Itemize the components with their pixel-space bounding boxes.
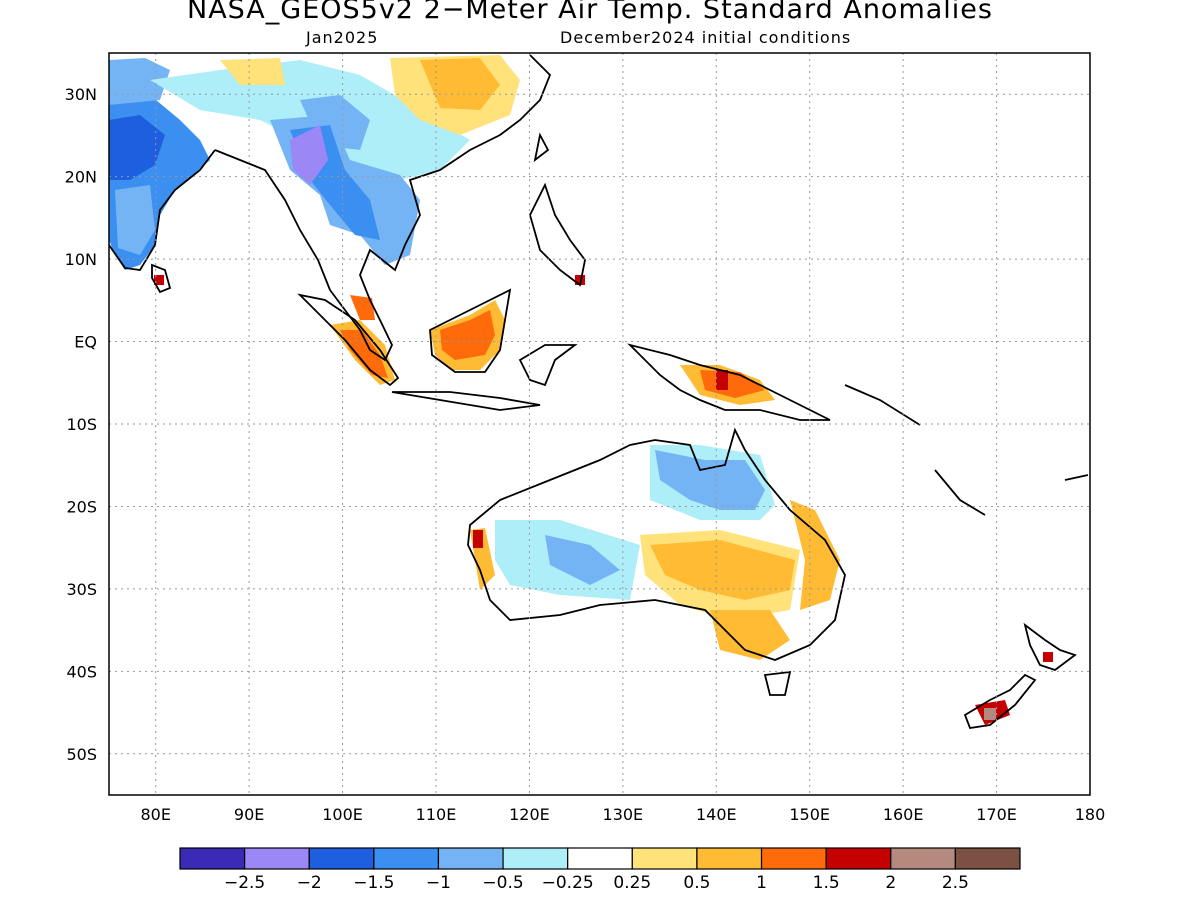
anomaly-sumatra-hot (340, 330, 388, 378)
lon-tick-160E: 160E (883, 805, 924, 824)
anomaly-australia-southeast-warm (650, 540, 795, 600)
colorbar-label: 1 (756, 873, 767, 893)
forecast-month: Jan2025 (306, 28, 379, 47)
coast-new-zealand-north (1023, 622, 1077, 672)
colorbar-swatch (437, 847, 504, 870)
coast-sulawesi (518, 344, 578, 387)
initial-conditions: December2024 initial conditions (560, 28, 852, 47)
anomaly-north-china-warm (420, 58, 500, 110)
coast-malay-peninsula (329, 54, 552, 362)
coast-vanuatu (934, 469, 986, 516)
coast-taiwan (533, 132, 550, 163)
anomaly-sri-lanka (154, 275, 164, 285)
coast-solomon-islands (844, 384, 921, 426)
colorbar-swatch (244, 847, 310, 870)
colorbar-label: −0.25 (542, 873, 594, 893)
lon-tick-110E: 110E (416, 805, 457, 824)
lat-tick-EQ: EQ (74, 333, 97, 352)
colorbar-swatch (696, 847, 763, 870)
colorbar-swatch (567, 847, 633, 870)
colorbar-swatch (502, 847, 569, 870)
anomaly-australia-west-peak (473, 530, 483, 548)
lat-tick-20N: 20N (65, 168, 97, 187)
lat-tick-30S: 30S (66, 580, 97, 599)
colorbar: −2.5 −2 −1.5 −1 −0.5 −0.25 0.25 0.5 1 1.5 2 2.5 (179, 847, 1021, 893)
coast-australia (467, 427, 846, 661)
colorbar-label: −1.5 (353, 873, 394, 893)
lat-tick-40S: 40S (66, 662, 97, 681)
anomaly-borneo-hot (440, 310, 495, 360)
colorbar-label: −2 (297, 873, 322, 893)
anomaly-india-edge (109, 58, 170, 105)
lat-tick-20S: 20S (66, 497, 97, 516)
lon-tick-90E: 90E (234, 805, 264, 824)
lat-tick-30N: 30N (65, 85, 97, 104)
anomaly-myanmar (290, 125, 328, 185)
anomaly-new-zealand-peak (984, 708, 996, 720)
lon-tick-150E: 150E (789, 805, 830, 824)
colorbar-label: 0.5 (683, 873, 710, 893)
anomaly-australia-north-cool (655, 450, 765, 510)
colorbar-swatch (179, 847, 246, 870)
colorbar-swatch (825, 847, 892, 870)
lat-tick-10N: 10N (65, 250, 97, 269)
colorbar-label: 2.5 (942, 873, 969, 893)
lon-tick-labels: 80E 90E 100E 110E 120E 130E 140E 150E 160E 170E 18… (140, 805, 1105, 824)
plot-frame (108, 52, 1091, 796)
lon-tick-100E: 100E (322, 805, 363, 824)
lon-tick-130E: 130E (603, 805, 644, 824)
coast-india (109, 149, 216, 271)
anomaly-new-zealand-north (1043, 652, 1053, 662)
lon-tick-180: 180 (1075, 805, 1106, 824)
anomaly-philippines (575, 275, 585, 285)
lon-tick-140E: 140E (696, 805, 737, 824)
colorbar-swatch (631, 847, 698, 870)
coast-tasmania (763, 670, 792, 696)
chart-title: NASA_GEOS5v2 2−Meter Air Temp. Standard … (187, 0, 993, 25)
lat-tick-50S: 50S (66, 745, 97, 764)
anomaly-india-south (115, 185, 155, 255)
colorbar-label: 1.5 (813, 873, 840, 893)
anomaly-australia-west-cool (545, 535, 620, 585)
coastlines (109, 54, 1089, 729)
colorbar-swatch (760, 847, 827, 870)
lon-tick-80E: 80E (140, 805, 170, 824)
anomaly-australia-east-coast (790, 500, 840, 610)
lat-tick-labels: 30N 20N 10N EQ 10S 20S 30S 40S 50S (65, 85, 97, 764)
colorbar-swatch (954, 847, 1021, 870)
colorbar-label: 0.25 (613, 873, 651, 893)
coast-borneo (429, 288, 512, 373)
anomaly-tibet-warm (220, 58, 285, 85)
colorbar-label: −1 (426, 873, 451, 893)
anomaly-malaysia (350, 295, 375, 320)
colorbar-swatch (308, 847, 375, 870)
coast-java (391, 391, 541, 411)
colorbar-swatch (890, 847, 956, 870)
graticule (109, 53, 1090, 795)
coast-new-guinea (627, 343, 831, 421)
lon-tick-120E: 120E (509, 805, 550, 824)
coast-bay-of-bengal (214, 149, 331, 291)
colorbar-label: −0.5 (482, 873, 523, 893)
colorbar-label: −2.5 (224, 873, 265, 893)
anomaly-new-guinea-peak (716, 370, 728, 390)
coast-philippines (529, 182, 586, 287)
anomaly-australia-south-coast (710, 610, 790, 660)
anomaly-fill-layer (109, 55, 1053, 725)
anomaly-india-strong (109, 115, 165, 180)
coast-sumatra (297, 293, 400, 387)
lon-tick-170E: 170E (976, 805, 1017, 824)
lat-tick-10S: 10S (66, 415, 97, 434)
coast-sri-lanka (151, 263, 172, 294)
colorbar-swatch (373, 847, 440, 870)
colorbar-label: 2 (885, 873, 896, 893)
coast-fiji (1064, 474, 1089, 481)
